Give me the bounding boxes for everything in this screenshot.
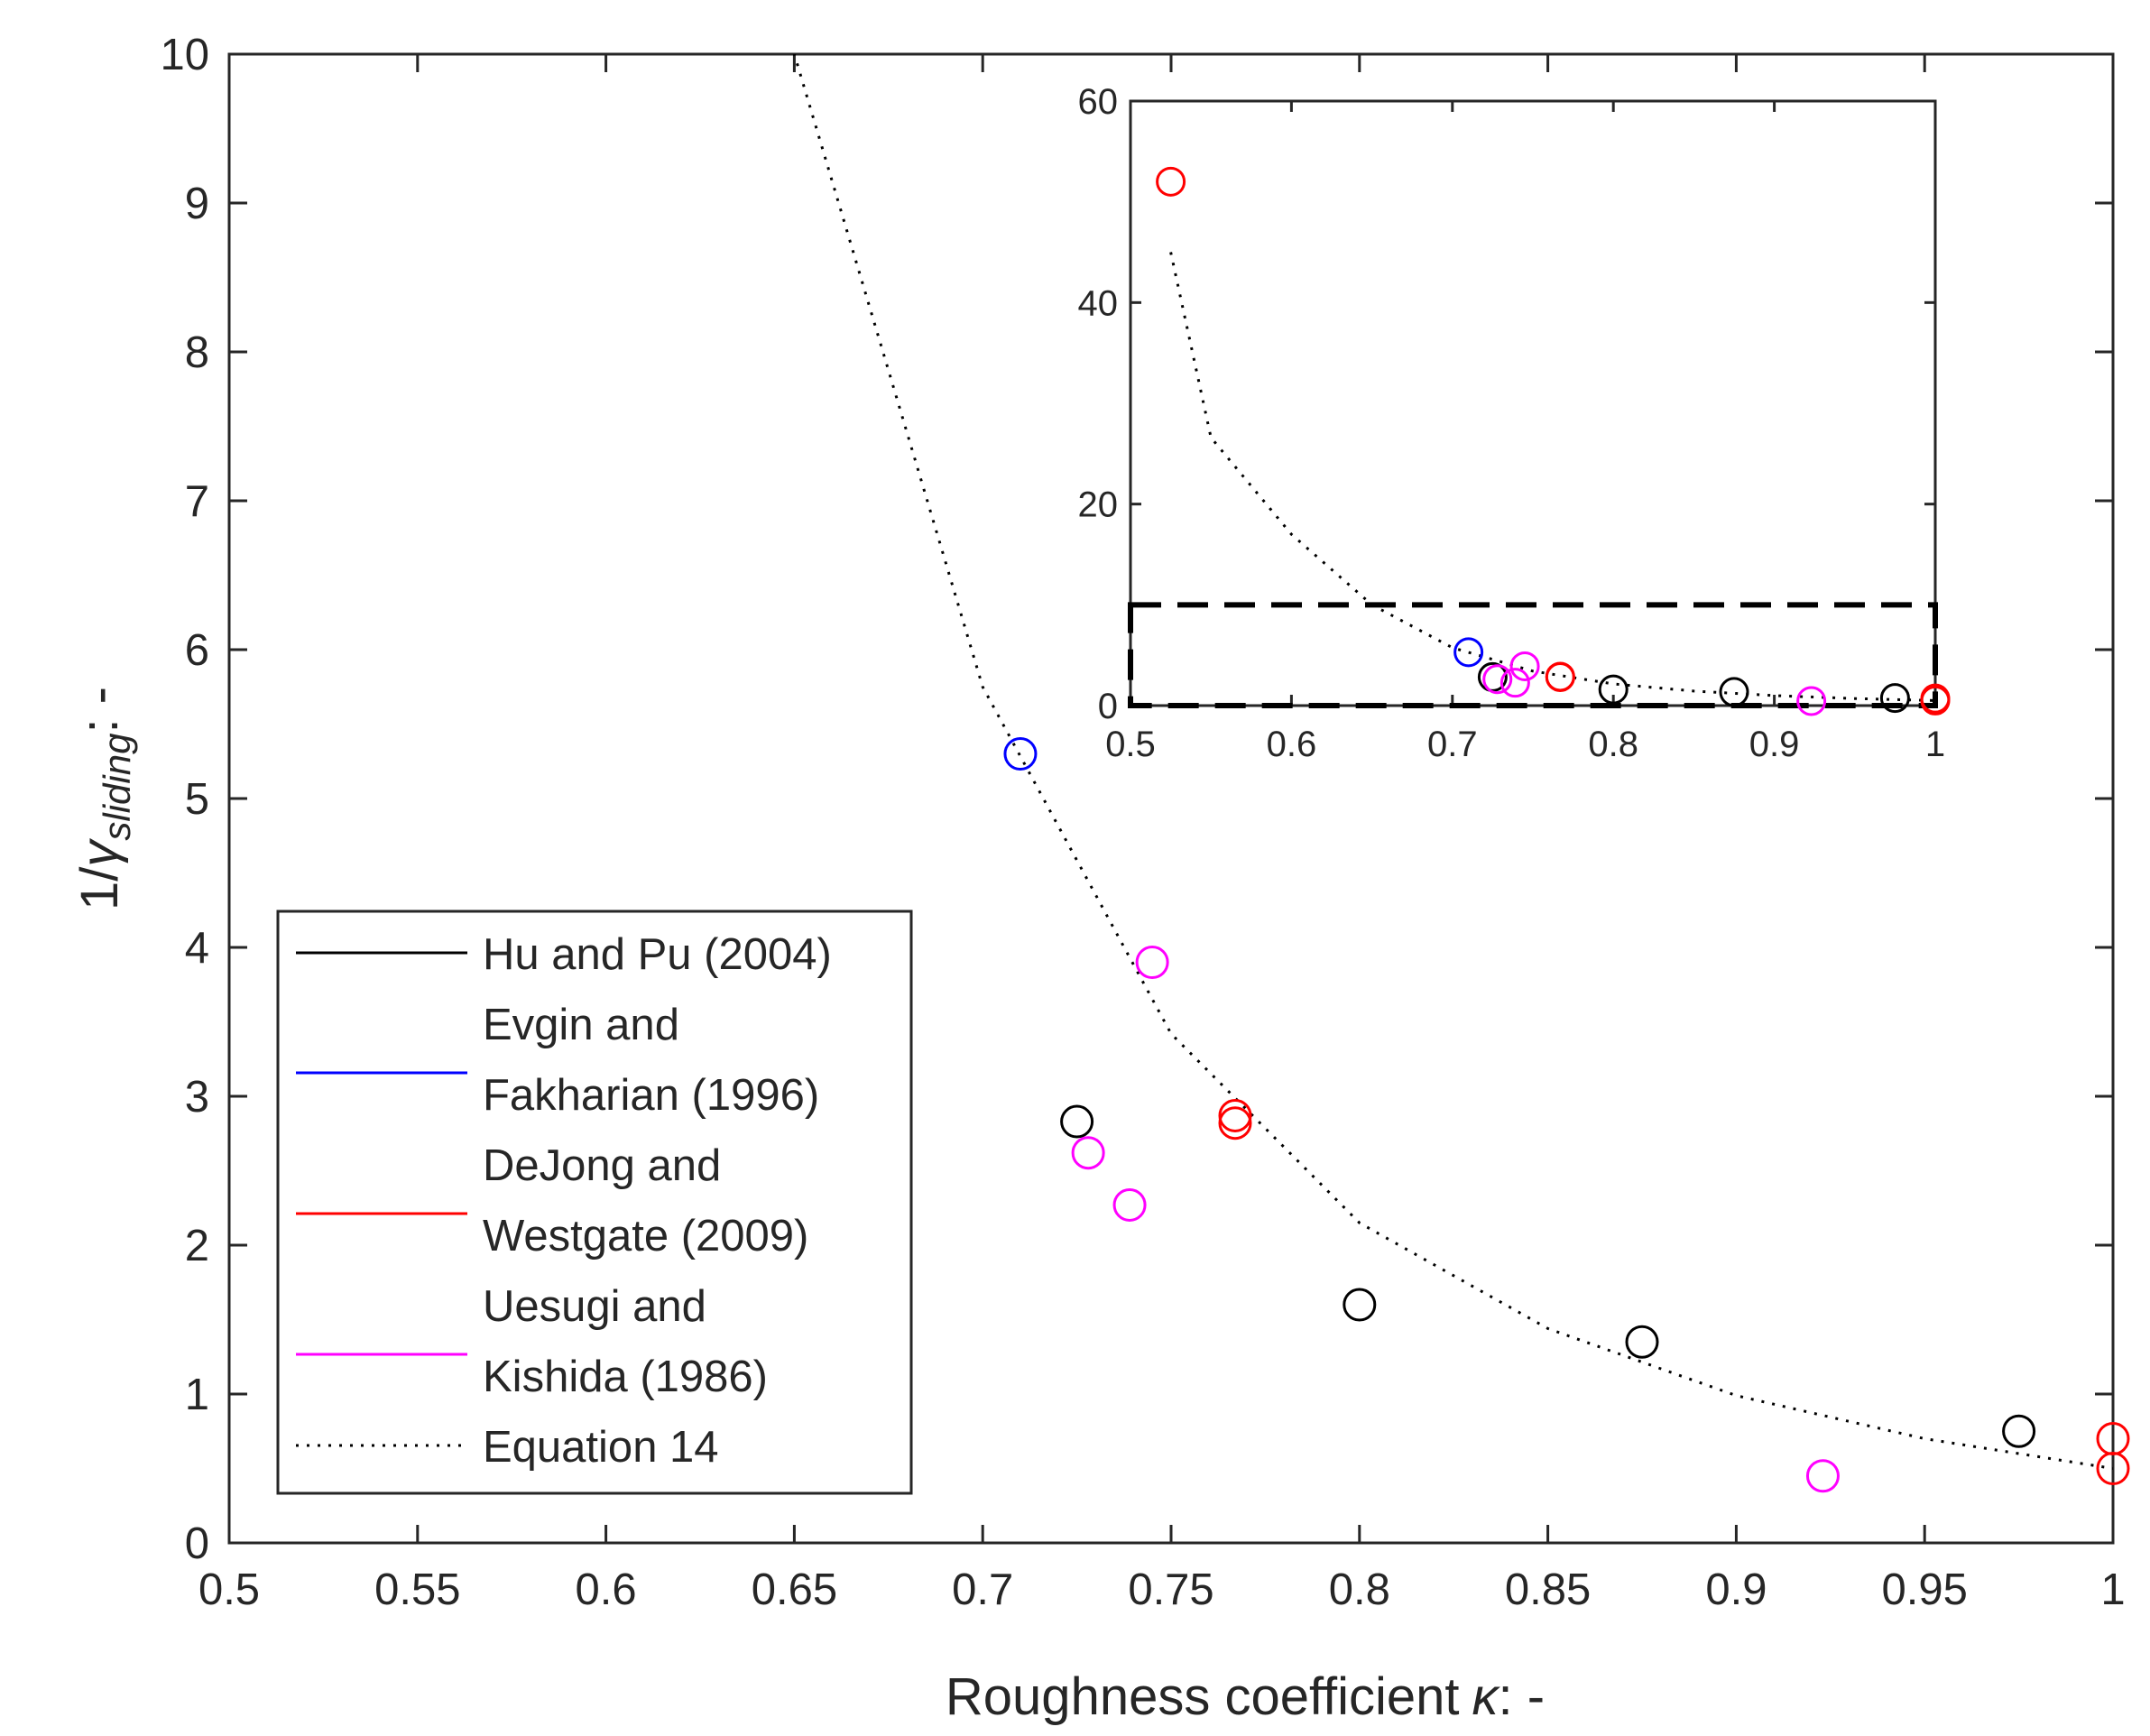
x-tick-label: 1 xyxy=(2100,1565,2125,1614)
inset-point-uesugi-and-kishida-1986 xyxy=(1482,664,1513,695)
inset-point-hu-and-pu-2004 xyxy=(1719,677,1749,707)
y-tick-label: 4 xyxy=(185,924,209,973)
y-tick-label: 7 xyxy=(185,477,209,526)
y-tick-label: 5 xyxy=(185,775,209,824)
y-tick-label: 9 xyxy=(185,180,209,228)
inset-point-evgin-and-fakharian-1996 xyxy=(1453,637,1484,668)
inset-point-dejong-and-westgate-2009 xyxy=(1156,166,1186,197)
legend-label-evgin-and-fakharian-1996: Evgin and xyxy=(483,1001,679,1049)
point-dejong-and-westgate-2009 xyxy=(1218,1106,1252,1140)
inset-x-tick-label: 0.6 xyxy=(1267,725,1317,764)
inset-y-tick-label: 40 xyxy=(1078,283,1119,323)
y-tick-label: 1 xyxy=(185,1371,209,1419)
legend-label-evgin-and-fakharian-1996: Fakharian (1996) xyxy=(483,1071,819,1120)
x-tick-label: 0.55 xyxy=(374,1565,460,1614)
point-dejong-and-westgate-2009 xyxy=(2096,1452,2130,1485)
inset-point-hu-and-pu-2004 xyxy=(1598,674,1629,705)
point-hu-and-pu-2004 xyxy=(1625,1325,1659,1359)
legend-label-uesugi-and-kishida-1986: Uesugi and xyxy=(483,1282,706,1331)
inset-y-tick-label: 60 xyxy=(1078,82,1119,122)
inset-point-uesugi-and-kishida-1986 xyxy=(1509,651,1540,681)
x-axis-label-symbol: κ xyxy=(1472,1667,1501,1726)
x-tick-label: 0.8 xyxy=(1329,1565,1390,1614)
inset-x-tick-label: 0.5 xyxy=(1105,725,1156,764)
inset-y-tick-label: 20 xyxy=(1078,485,1119,525)
point-hu-and-pu-2004 xyxy=(1060,1104,1094,1139)
inset-equation-curve-group xyxy=(1169,252,1935,702)
point-hu-and-pu-2004 xyxy=(1343,1288,1377,1322)
x-tick-label: 0.7 xyxy=(952,1565,1013,1614)
inset-point-hu-and-pu-2004 xyxy=(1879,683,1910,714)
point-uesugi-and-kishida-1986 xyxy=(1112,1187,1147,1222)
legend-box xyxy=(276,910,913,1495)
y-tick-label: 8 xyxy=(185,328,209,377)
y-axis-label-prefix: 1/ xyxy=(70,866,129,910)
point-dejong-and-westgate-2009 xyxy=(1218,1098,1252,1132)
legend-label-uesugi-and-kishida-1986: Kishida (1986) xyxy=(483,1353,768,1401)
legend-label-dejong-and-westgate-2009: Westgate (2009) xyxy=(483,1212,808,1260)
legend: Hu and Pu (2004) Evgin and Fakharian (1996… xyxy=(276,910,913,1495)
legend-label-dejong-and-westgate-2009: DeJong and xyxy=(483,1141,721,1190)
x-axis-label: Roughness coefficient κ: - xyxy=(946,1667,1545,1726)
inset-zoom-box xyxy=(1128,602,1938,708)
inset-axes: 0.5 0.6 0.7 0.8 0.9 1 0 20 40 60 xyxy=(1078,82,1951,764)
y-tick-label: 2 xyxy=(185,1222,209,1270)
inset-point-uesugi-and-kishida-1986 xyxy=(1499,668,1530,698)
y-tick-label: 10 xyxy=(160,31,209,79)
inset-zoom-box-group xyxy=(1128,602,1938,708)
inset-point-dejong-and-westgate-2009 xyxy=(1920,685,1951,716)
main-x-ticks: 0.5 0.55 0.6 0.65 0.7 0.75 0.8 0.85 0.9 0.95 1 xyxy=(198,54,2126,1614)
x-tick-label: 0.75 xyxy=(1128,1565,1213,1614)
inset-equation-14-curve xyxy=(1169,252,1935,702)
inset-data-points xyxy=(1156,166,1951,716)
y-tick-label: 3 xyxy=(185,1073,209,1122)
x-tick-label: 0.9 xyxy=(1705,1565,1767,1614)
y-axis-label-symbol: γ xyxy=(70,838,129,867)
y-axis-label-suffix: : - xyxy=(70,687,129,734)
x-tick-label: 0.85 xyxy=(1505,1565,1591,1614)
x-tick-label: 0.5 xyxy=(198,1565,260,1614)
inset-x-tick-label: 0.9 xyxy=(1749,725,1800,764)
x-tick-label: 0.6 xyxy=(576,1565,637,1614)
point-evgin-and-fakharian-1996 xyxy=(1003,737,1038,771)
y-tick-label: 6 xyxy=(185,626,209,675)
point-uesugi-and-kishida-1986 xyxy=(1135,946,1169,979)
y-axis-label-subscript: sliding xyxy=(96,734,138,841)
y-tick-label: 0 xyxy=(185,1519,209,1568)
legend-label-equation-14: Equation 14 xyxy=(483,1423,719,1472)
inset-plot-area xyxy=(1129,99,1937,707)
inset-y-tick-label: 0 xyxy=(1098,687,1118,726)
legend-label-hu-and-pu-2004: Hu and Pu (2004) xyxy=(483,930,832,979)
x-tick-label: 0.95 xyxy=(1882,1565,1968,1614)
inset-point-uesugi-and-kishida-1986 xyxy=(1796,686,1827,716)
point-hu-and-pu-2004 xyxy=(2002,1414,2036,1448)
legend-entries: Hu and Pu (2004) Evgin and Fakharian (1996… xyxy=(296,930,832,1472)
x-axis-label-suffix: : - xyxy=(1499,1667,1546,1726)
inset-x-tick-label: 0.8 xyxy=(1588,725,1638,764)
inset-x-ticks: 0.5 0.6 0.7 0.8 0.9 1 xyxy=(1105,101,1945,764)
inset-y-ticks: 0 20 40 60 xyxy=(1078,82,1935,726)
x-tick-label: 0.65 xyxy=(752,1565,837,1614)
main-data-points xyxy=(1003,737,2130,1493)
point-uesugi-and-kishida-1986 xyxy=(1071,1136,1105,1170)
inset-x-tick-label: 1 xyxy=(1925,725,1945,764)
point-uesugi-and-kishida-1986 xyxy=(1805,1459,1840,1493)
y-axis-label: 1/γsliding: - xyxy=(70,687,138,910)
inset-x-tick-label: 0.7 xyxy=(1427,725,1478,764)
x-axis-label-text: Roughness coefficient xyxy=(946,1667,1460,1726)
inset-point-dejong-and-westgate-2009 xyxy=(1545,662,1575,693)
